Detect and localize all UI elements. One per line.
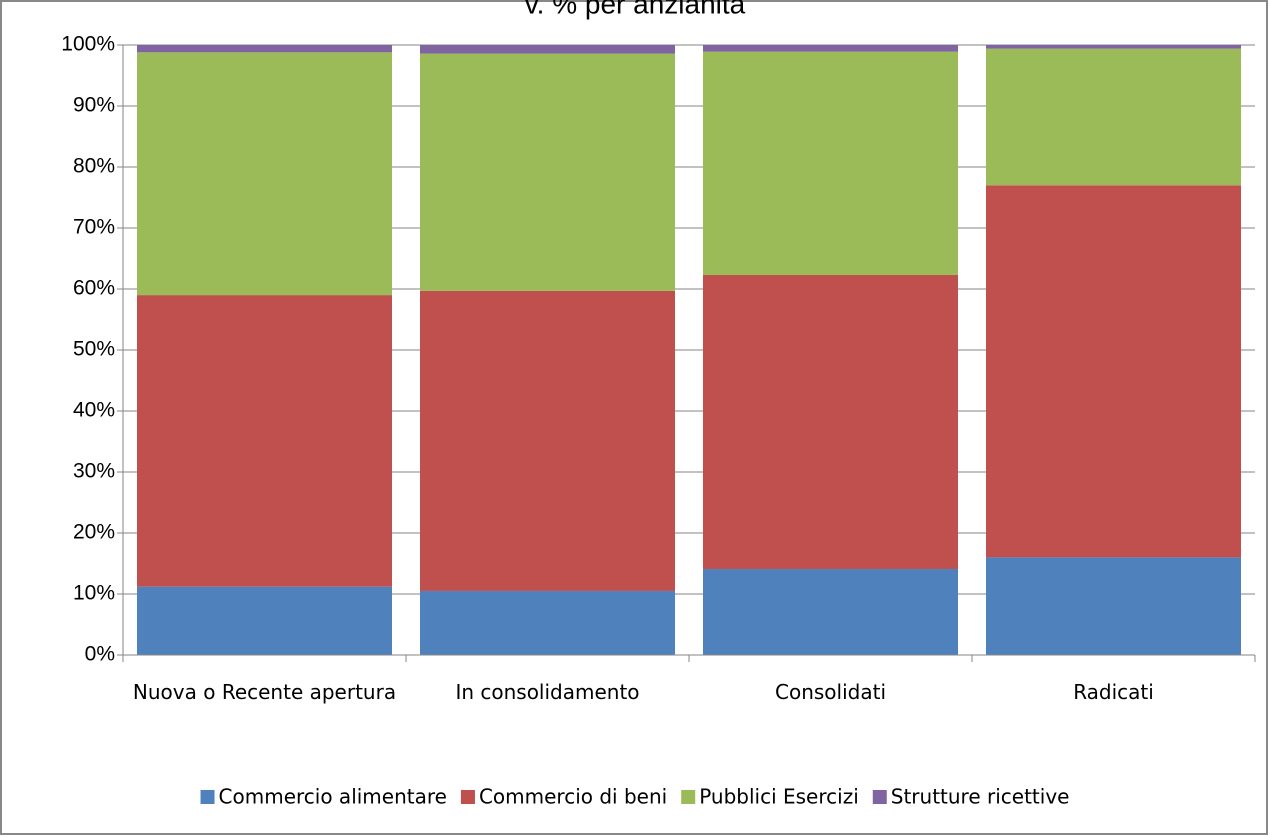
- bar-segment: [420, 45, 675, 54]
- legend-label: Commercio di beni: [479, 785, 667, 809]
- x-tick-label-box: Consolidati: [775, 680, 886, 704]
- bar-segment: [986, 185, 1241, 558]
- legend-label: Strutture ricettive: [891, 785, 1070, 809]
- bar-segment: [137, 586, 392, 655]
- x-tick-label-box: Radicati: [1073, 680, 1154, 704]
- x-tick-label: Consolidati: [775, 680, 886, 704]
- legend-swatch: [681, 790, 696, 804]
- y-tick-label: 80%: [73, 155, 115, 178]
- y-tick-label: 100%: [61, 33, 115, 56]
- x-tick-label: Nuova o Recente apertura: [132, 680, 397, 704]
- bar-segment: [137, 52, 392, 296]
- x-tick-label-box: In consolidamento: [455, 680, 640, 704]
- x-tick-label-box: Nuova o Recente apertura: [132, 680, 397, 704]
- bar-segment: [137, 45, 392, 53]
- legend: Commercio alimentare Commercio di beni Pub…: [200, 785, 1070, 809]
- legend-label: Pubblici Esercizi: [699, 785, 859, 809]
- y-tick-label: 30%: [73, 460, 115, 483]
- bar-segment: [703, 274, 958, 569]
- y-tick-label: 50%: [73, 338, 115, 361]
- bar-segment: [986, 557, 1241, 655]
- bar-segment: [137, 295, 392, 587]
- bar-segment: [420, 590, 675, 655]
- y-tick-label: 40%: [73, 399, 115, 422]
- bar-segment: [703, 45, 958, 52]
- bar-segment: [420, 53, 675, 291]
- y-tick-label: 60%: [73, 277, 115, 300]
- legend-label: Commercio alimentare: [219, 785, 447, 809]
- bar-segment: [986, 45, 1241, 49]
- bar-segment: [986, 48, 1241, 186]
- bar-segment: [420, 290, 675, 591]
- y-tick-label: 10%: [73, 582, 115, 605]
- y-tick-label: 0%: [85, 643, 115, 666]
- x-tick-label: Radicati: [1073, 680, 1154, 704]
- y-tick-label: 20%: [73, 521, 115, 544]
- legend-swatch: [460, 790, 475, 804]
- legend-swatch: [200, 790, 215, 804]
- bar-segment: [703, 568, 958, 655]
- bar-segment: [703, 51, 958, 275]
- legend-swatch: [872, 790, 887, 804]
- x-tick-label: In consolidamento: [455, 680, 640, 704]
- chart-title: v. % per anzianità: [525, 0, 746, 19]
- y-tick-label: 90%: [73, 94, 115, 117]
- y-tick-label: 70%: [73, 216, 115, 239]
